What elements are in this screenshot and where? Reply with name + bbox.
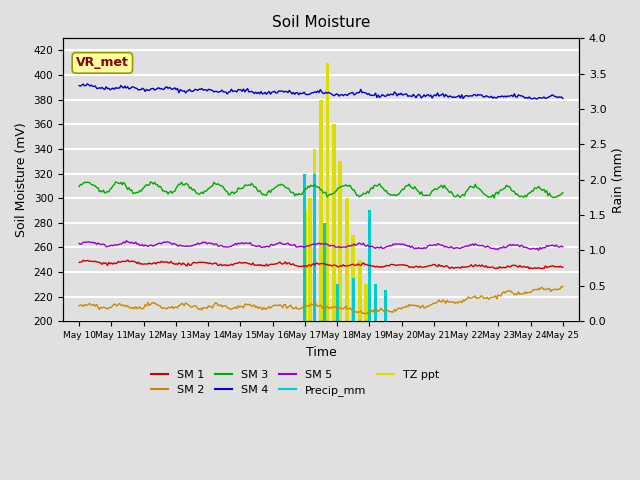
Bar bbox=[339, 161, 342, 321]
Bar bbox=[308, 198, 312, 321]
Bar bbox=[326, 63, 330, 321]
Bar bbox=[358, 260, 362, 321]
Bar bbox=[332, 124, 336, 321]
X-axis label: Time: Time bbox=[306, 346, 337, 359]
Bar bbox=[303, 174, 307, 321]
Bar bbox=[368, 210, 371, 321]
Bar bbox=[384, 290, 387, 321]
Y-axis label: Rain (mm): Rain (mm) bbox=[612, 147, 625, 213]
Bar bbox=[335, 284, 339, 321]
Bar bbox=[303, 210, 307, 321]
Bar bbox=[345, 198, 349, 321]
Bar bbox=[351, 278, 355, 321]
Bar bbox=[374, 284, 378, 321]
Bar bbox=[319, 100, 323, 321]
Bar bbox=[364, 284, 368, 321]
Legend: SM 1, SM 2, SM 3, SM 4, SM 5, Precip_mm, TZ ppt: SM 1, SM 2, SM 3, SM 4, SM 5, Precip_mm,… bbox=[147, 365, 444, 401]
Bar bbox=[313, 174, 316, 321]
Bar bbox=[351, 235, 355, 321]
Bar bbox=[323, 223, 326, 321]
Title: Soil Moisture: Soil Moisture bbox=[272, 15, 370, 30]
Y-axis label: Soil Moisture (mV): Soil Moisture (mV) bbox=[15, 122, 28, 237]
Text: VR_met: VR_met bbox=[76, 57, 129, 70]
Bar bbox=[312, 149, 317, 321]
